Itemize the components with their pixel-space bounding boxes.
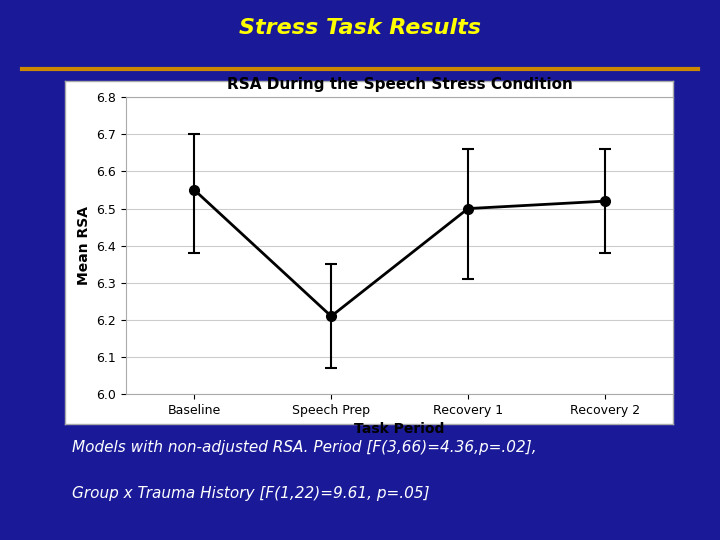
Text: Group x Trauma History [F(1,22)=9.61, p=.05]: Group x Trauma History [F(1,22)=9.61, p=… <box>72 486 430 501</box>
Title: RSA During the Speech Stress Condition: RSA During the Speech Stress Condition <box>227 77 572 92</box>
Text: Stress Task Results: Stress Task Results <box>239 18 481 38</box>
X-axis label: Task Period: Task Period <box>354 422 445 436</box>
Text: Models with non-adjusted RSA. Period [F(3,66)=4.36,p=.02],: Models with non-adjusted RSA. Period [F(… <box>72 440 536 455</box>
Y-axis label: Mean RSA: Mean RSA <box>77 206 91 285</box>
